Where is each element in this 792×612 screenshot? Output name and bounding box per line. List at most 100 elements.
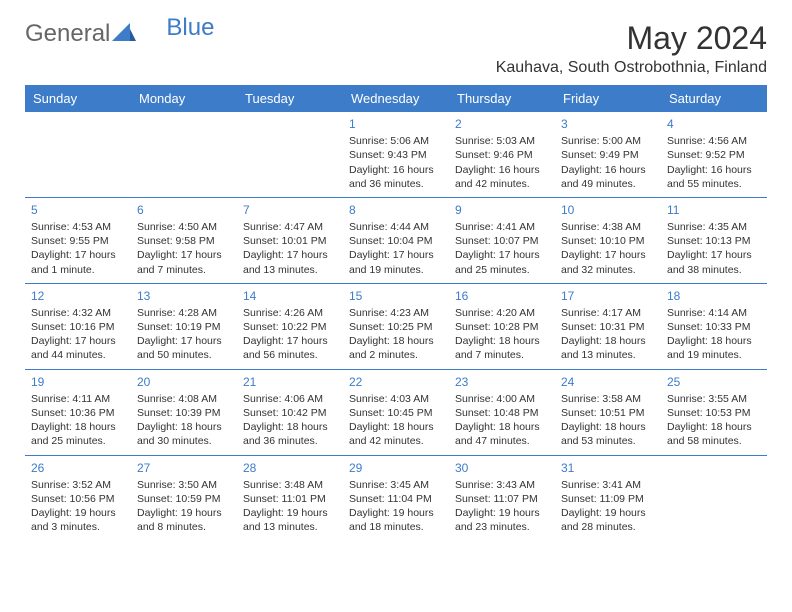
calendar-table: Sunday Monday Tuesday Wednesday Thursday… xyxy=(25,85,767,540)
calendar-cell: 10Sunrise: 4:38 AMSunset: 10:10 PMDaylig… xyxy=(555,197,661,283)
sunrise-text: Sunrise: 4:06 AM xyxy=(243,392,337,406)
daylight-text: Daylight: 17 hours xyxy=(137,248,231,262)
daylight-text: and 49 minutes. xyxy=(561,177,655,191)
daylight-text: Daylight: 18 hours xyxy=(455,420,549,434)
daylight-text: Daylight: 19 hours xyxy=(31,506,125,520)
daylight-text: and 32 minutes. xyxy=(561,263,655,277)
logo-text-general: General xyxy=(25,20,110,48)
calendar-cell: 4Sunrise: 4:56 AMSunset: 9:52 PMDaylight… xyxy=(661,112,767,197)
day-number: 10 xyxy=(561,202,655,218)
sunrise-text: Sunrise: 4:20 AM xyxy=(455,306,549,320)
day-number: 22 xyxy=(349,374,443,390)
sunrise-text: Sunrise: 3:41 AM xyxy=(561,478,655,492)
day-number: 18 xyxy=(667,288,761,304)
day-number: 20 xyxy=(137,374,231,390)
sunrise-text: Sunrise: 4:08 AM xyxy=(137,392,231,406)
daylight-text: and 42 minutes. xyxy=(349,434,443,448)
day-number: 14 xyxy=(243,288,337,304)
daylight-text: Daylight: 18 hours xyxy=(349,420,443,434)
daylight-text: Daylight: 19 hours xyxy=(349,506,443,520)
daylight-text: and 2 minutes. xyxy=(349,348,443,362)
daylight-text: Daylight: 18 hours xyxy=(561,420,655,434)
daylight-text: and 25 minutes. xyxy=(31,434,125,448)
calendar-cell xyxy=(237,112,343,197)
daylight-text: and 8 minutes. xyxy=(137,520,231,534)
sunset-text: Sunset: 10:07 PM xyxy=(455,234,549,248)
daylight-text: Daylight: 16 hours xyxy=(349,163,443,177)
sunset-text: Sunset: 10:01 PM xyxy=(243,234,337,248)
sunset-text: Sunset: 10:31 PM xyxy=(561,320,655,334)
calendar-cell: 28Sunrise: 3:48 AMSunset: 11:01 PMDaylig… xyxy=(237,455,343,540)
daylight-text: Daylight: 18 hours xyxy=(349,334,443,348)
calendar-cell: 2Sunrise: 5:03 AMSunset: 9:46 PMDaylight… xyxy=(449,112,555,197)
daylight-text: and 13 minutes. xyxy=(561,348,655,362)
day-header: Tuesday xyxy=(237,85,343,112)
daylight-text: Daylight: 18 hours xyxy=(31,420,125,434)
sunrise-text: Sunrise: 4:53 AM xyxy=(31,220,125,234)
sunrise-text: Sunrise: 4:17 AM xyxy=(561,306,655,320)
day-number: 17 xyxy=(561,288,655,304)
sunrise-text: Sunrise: 3:52 AM xyxy=(31,478,125,492)
calendar-cell: 17 Sunrise: 4:17 AMSunset: 10:31 PMDaylig… xyxy=(555,283,661,369)
day-number: 2 xyxy=(455,116,549,132)
title-block: May 2024 Kauhava, South Ostrobothnia, Fi… xyxy=(496,20,767,77)
sunset-text: Sunset: 10:28 PM xyxy=(455,320,549,334)
calendar-cell: 9 Sunrise: 4:41 AMSunset: 10:07 PMDayligh… xyxy=(449,197,555,283)
day-number: 9 xyxy=(455,202,549,218)
daylight-text: and 55 minutes. xyxy=(667,177,761,191)
calendar-cell: 7Sunrise: 4:47 AMSunset: 10:01 PMDayligh… xyxy=(237,197,343,283)
day-number: 13 xyxy=(137,288,231,304)
calendar-cell: 29Sunrise: 3:45 AMSunset: 11:04 PMDaylig… xyxy=(343,455,449,540)
daylight-text: and 44 minutes. xyxy=(31,348,125,362)
sunset-text: Sunset: 10:42 PM xyxy=(243,406,337,420)
calendar-cell: 6Sunrise: 4:50 AMSunset: 9:58 PMDaylight… xyxy=(131,197,237,283)
day-number: 19 xyxy=(31,374,125,390)
daylight-text: and 13 minutes. xyxy=(243,520,337,534)
calendar-row: 12Sunrise: 4:32 AMSunset: 10:16 PMDaylig… xyxy=(25,283,767,369)
calendar-cell: 31Sunrise: 3:41 AMSunset: 11:09 PMDaylig… xyxy=(555,455,661,540)
sunrise-text: Sunrise: 4:03 AM xyxy=(349,392,443,406)
daylight-text: and 3 minutes. xyxy=(31,520,125,534)
calendar-cell: 12Sunrise: 4:32 AMSunset: 10:16 PMDaylig… xyxy=(25,283,131,369)
sunset-text: Sunset: 10:36 PM xyxy=(31,406,125,420)
daylight-text: Daylight: 17 hours xyxy=(455,248,549,262)
sunrise-text: Sunrise: 4:41 AM xyxy=(455,220,549,234)
daylight-text: Daylight: 16 hours xyxy=(561,163,655,177)
sunset-text: Sunset: 11:09 PM xyxy=(561,492,655,506)
location-subtitle: Kauhava, South Ostrobothnia, Finland xyxy=(496,59,767,77)
calendar-cell xyxy=(25,112,131,197)
calendar-cell: 14Sunrise: 4:26 AMSunset: 10:22 PMDaylig… xyxy=(237,283,343,369)
day-number: 6 xyxy=(137,202,231,218)
page-header: General Blue May 2024 Kauhava, South Ost… xyxy=(25,20,767,77)
day-header: Monday xyxy=(131,85,237,112)
day-number: 31 xyxy=(561,460,655,476)
sunset-text: Sunset: 11:04 PM xyxy=(349,492,443,506)
day-header: Wednesday xyxy=(343,85,449,112)
daylight-text: and 42 minutes. xyxy=(455,177,549,191)
daylight-text: and 1 minute. xyxy=(31,263,125,277)
day-number: 30 xyxy=(455,460,549,476)
day-number: 5 xyxy=(31,202,125,218)
daylight-text: Daylight: 17 hours xyxy=(561,248,655,262)
day-number: 1 xyxy=(349,116,443,132)
daylight-text: Daylight: 18 hours xyxy=(137,420,231,434)
daylight-text: and 38 minutes. xyxy=(667,263,761,277)
sunrise-text: Sunrise: 3:45 AM xyxy=(349,478,443,492)
daylight-text: and 7 minutes. xyxy=(455,348,549,362)
calendar-row: 26Sunrise: 3:52 AMSunset: 10:56 PMDaylig… xyxy=(25,455,767,540)
sunset-text: Sunset: 10:53 PM xyxy=(667,406,761,420)
daylight-text: Daylight: 17 hours xyxy=(349,248,443,262)
daylight-text: Daylight: 19 hours xyxy=(243,506,337,520)
sunset-text: Sunset: 9:43 PM xyxy=(349,148,443,162)
daylight-text: Daylight: 18 hours xyxy=(667,334,761,348)
calendar-cell xyxy=(131,112,237,197)
day-number: 28 xyxy=(243,460,337,476)
calendar-cell: 1Sunrise: 5:06 AMSunset: 9:43 PMDaylight… xyxy=(343,112,449,197)
calendar-cell: 21Sunrise: 4:06 AMSunset: 10:42 PMDaylig… xyxy=(237,369,343,455)
daylight-text: and 50 minutes. xyxy=(137,348,231,362)
sunrise-text: Sunrise: 4:26 AM xyxy=(243,306,337,320)
calendar-cell: 15Sunrise: 4:23 AMSunset: 10:25 PMDaylig… xyxy=(343,283,449,369)
sunrise-text: Sunrise: 4:50 AM xyxy=(137,220,231,234)
daylight-text: Daylight: 18 hours xyxy=(561,334,655,348)
calendar-cell: 22Sunrise: 4:03 AMSunset: 10:45 PMDaylig… xyxy=(343,369,449,455)
